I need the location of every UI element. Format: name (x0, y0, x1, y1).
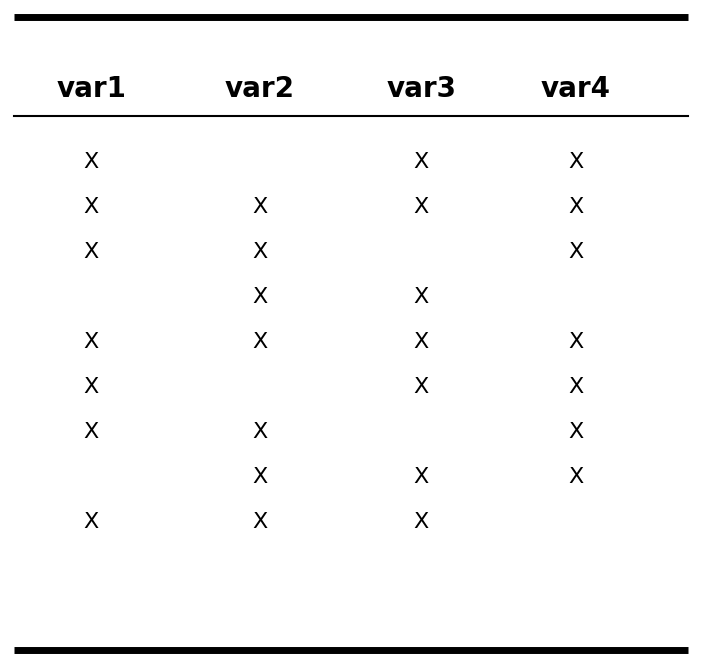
Text: X: X (413, 377, 429, 397)
Text: X: X (84, 152, 99, 172)
Text: X: X (413, 152, 429, 172)
Text: X: X (84, 332, 99, 352)
Text: X: X (568, 197, 583, 217)
Text: X: X (84, 512, 99, 532)
Text: X: X (84, 377, 99, 397)
Text: X: X (252, 332, 267, 352)
Text: X: X (413, 197, 429, 217)
Text: X: X (84, 242, 99, 262)
Text: X: X (252, 422, 267, 442)
Text: X: X (568, 152, 583, 172)
Text: X: X (568, 467, 583, 487)
Text: X: X (413, 512, 429, 532)
Text: X: X (568, 242, 583, 262)
Text: var1: var1 (56, 75, 126, 103)
Text: X: X (252, 287, 267, 307)
Text: X: X (84, 197, 99, 217)
Text: X: X (413, 332, 429, 352)
Text: var3: var3 (386, 75, 456, 103)
Text: X: X (252, 197, 267, 217)
Text: X: X (252, 467, 267, 487)
Text: X: X (252, 512, 267, 532)
Text: X: X (568, 377, 583, 397)
Text: X: X (568, 332, 583, 352)
Text: X: X (413, 287, 429, 307)
Text: X: X (252, 242, 267, 262)
Text: var2: var2 (225, 75, 295, 103)
Text: var4: var4 (541, 75, 611, 103)
Text: X: X (413, 467, 429, 487)
Text: X: X (84, 422, 99, 442)
Text: X: X (568, 422, 583, 442)
